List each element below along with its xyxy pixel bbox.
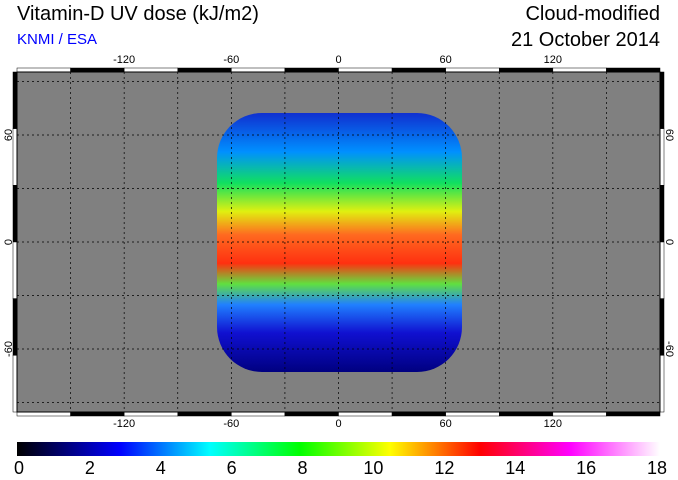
lon-tick-label: 60	[440, 54, 452, 66]
lat-tick-label: -60	[3, 341, 15, 357]
colorbar-label: 8	[297, 458, 308, 478]
lat-tick-label: 0	[3, 239, 15, 245]
colorbar-label: 6	[226, 458, 237, 478]
lon-tick-label: 120	[544, 418, 562, 430]
graticule	[17, 72, 660, 412]
colorbar	[17, 442, 660, 456]
lat-tick-label: 60	[3, 129, 15, 141]
colorbar-label: 18	[646, 458, 668, 478]
lat-tick-label: -60	[663, 341, 675, 357]
lon-tick-label: 60	[440, 418, 452, 430]
date-label: 21 October 2014	[511, 29, 660, 51]
map-frame	[12, 67, 665, 417]
map-title: Vitamin-D UV dose (kJ/m2)	[17, 3, 259, 25]
colorbar-label: 2	[84, 458, 95, 478]
credit-label: KNMI / ESA	[17, 31, 98, 48]
lon-tick-label: -120	[113, 418, 135, 430]
colorbar-label: 4	[155, 458, 166, 478]
colorbar-label: 16	[576, 458, 597, 478]
mode-label: Cloud-modified	[525, 3, 660, 25]
lat-tick-label: 60	[663, 129, 675, 141]
lon-tick-label: -60	[223, 418, 239, 430]
lon-tick-label: 120	[544, 54, 562, 66]
colorbar-label: 12	[434, 458, 455, 478]
colorbar-label: 14	[505, 458, 526, 478]
lon-tick-label: 0	[335, 418, 341, 430]
colorbar-label: 10	[363, 458, 384, 478]
lon-tick-label: 0	[335, 54, 341, 66]
uv-data-region	[217, 113, 462, 372]
lon-tick-label: -60	[223, 54, 239, 66]
lon-tick-label: -120	[113, 54, 135, 66]
colorbar-label: 0	[13, 458, 25, 478]
lat-tick-label: 0	[663, 239, 675, 245]
